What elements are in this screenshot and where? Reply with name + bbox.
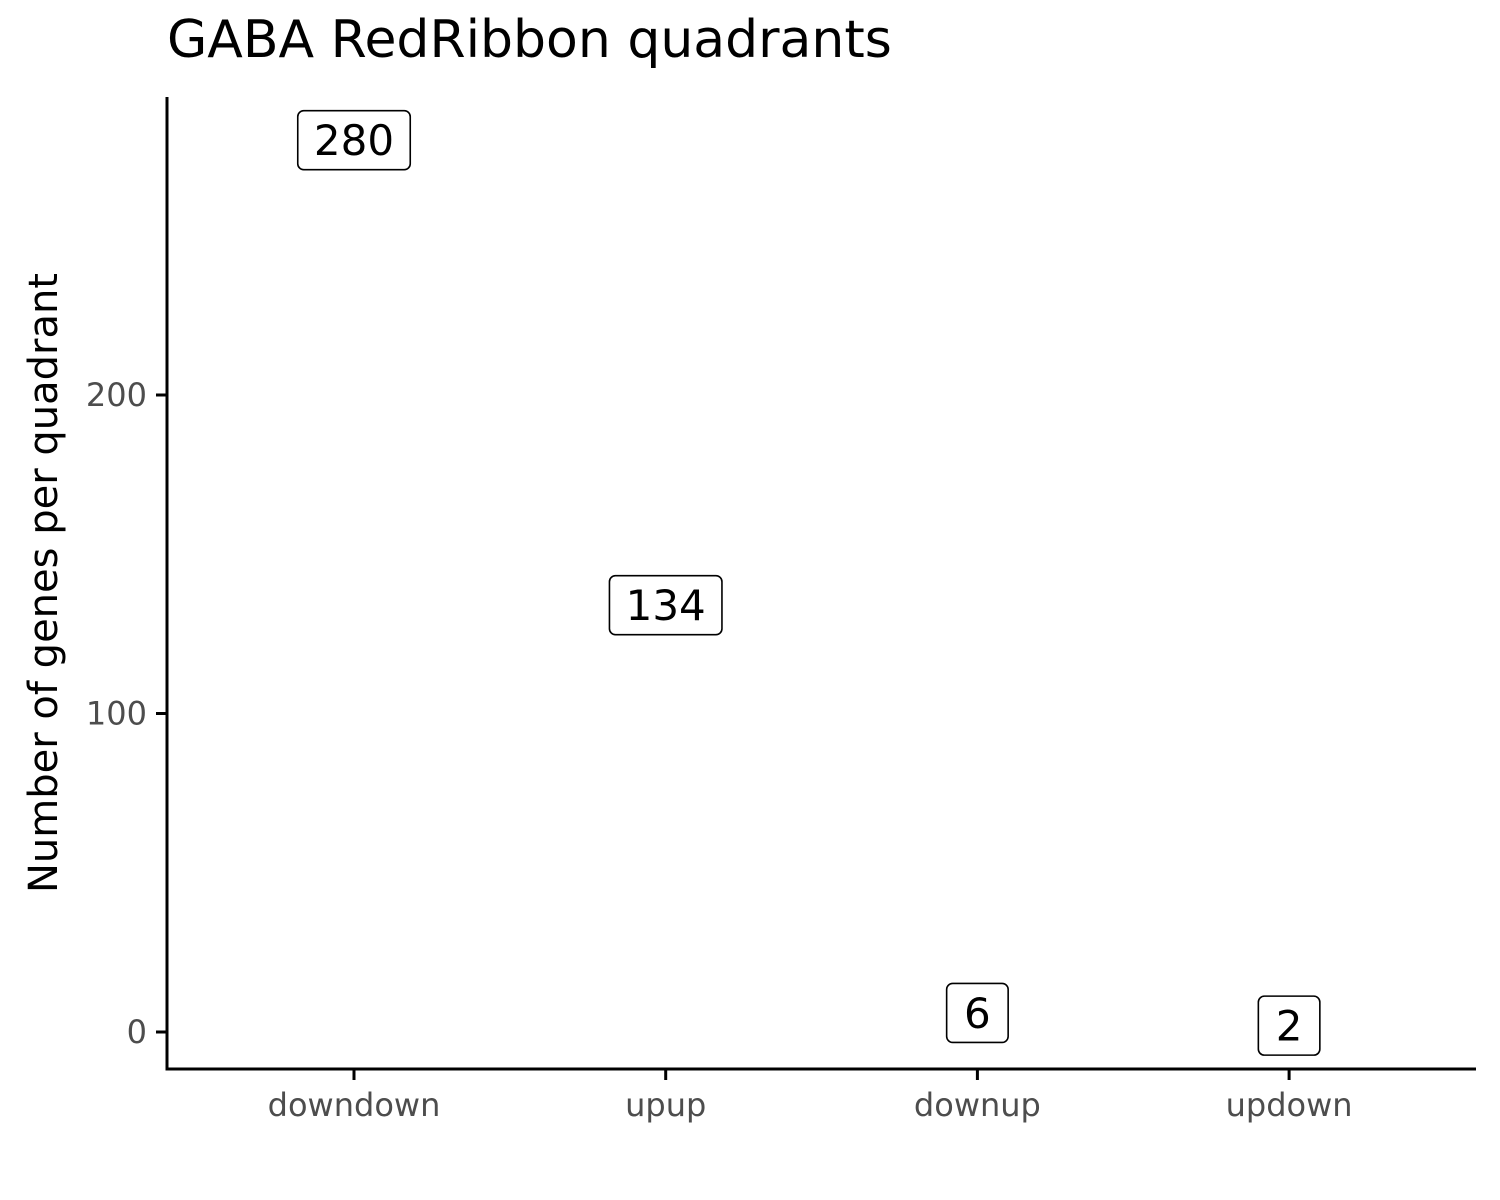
y-tick-label: 0 xyxy=(127,1013,147,1051)
data-label-box xyxy=(296,109,412,171)
y-axis-title: Number of genes per quadrant xyxy=(21,273,67,893)
x-tick-label: downdown xyxy=(268,1086,441,1124)
data-label: 6 xyxy=(945,982,1009,1044)
data-label: 2 xyxy=(1257,995,1321,1056)
data-label: 280 xyxy=(296,109,412,171)
data-label-text: 134 xyxy=(626,581,706,630)
data-label-box xyxy=(945,982,1009,1044)
x-tick-label: downup xyxy=(914,1086,1041,1124)
y-tick-label: 200 xyxy=(86,376,147,414)
x-tick-label: upup xyxy=(625,1086,706,1124)
data-label-text: 280 xyxy=(314,116,394,165)
data-label-box xyxy=(1257,995,1321,1056)
data-label: 134 xyxy=(608,574,723,636)
axes: 0 100 200 downdown upup downup updown xyxy=(86,97,1476,1124)
y-tick-label: 100 xyxy=(86,695,147,733)
x-tick-label: updown xyxy=(1226,1086,1353,1124)
data-label-box xyxy=(608,574,723,636)
data-label-text: 6 xyxy=(964,989,991,1038)
data-labels: 280 134 6 2 xyxy=(296,109,1321,1056)
chart-title: GABA RedRibbon quadrants xyxy=(167,10,892,70)
data-label-text: 2 xyxy=(1276,1002,1303,1051)
